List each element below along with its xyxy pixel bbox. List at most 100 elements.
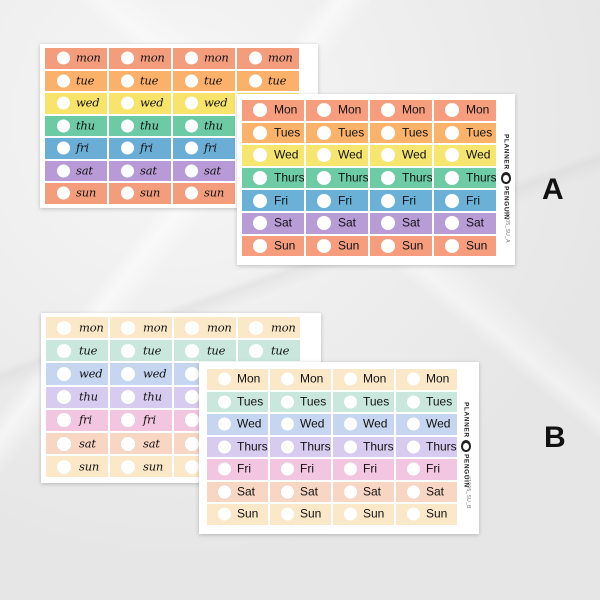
- checkbox-circle-icon: [344, 440, 357, 454]
- checkbox-circle-icon: [445, 103, 459, 118]
- day-sticker: mon: [236, 47, 300, 70]
- checkbox-circle-icon: [249, 51, 262, 65]
- day-label: mon: [207, 320, 232, 335]
- day-label: Fri: [402, 193, 416, 208]
- day-label: Mon: [274, 103, 298, 118]
- checkbox-circle-icon: [249, 343, 263, 358]
- sticker-row: Fri Fri Fri Fri: [206, 458, 458, 481]
- day-label: thu: [79, 389, 98, 404]
- day-sticker: sat: [44, 159, 108, 182]
- day-label: sat: [143, 436, 160, 451]
- checkbox-circle-icon: [407, 417, 420, 431]
- day-sticker: Sat: [332, 480, 395, 503]
- checkbox-circle-icon: [121, 366, 135, 381]
- day-sticker: fri: [172, 137, 236, 160]
- day-label: sun: [143, 459, 164, 474]
- day-label: Fri: [466, 193, 480, 208]
- checkbox-circle-icon: [445, 125, 459, 140]
- penguin-icon: [461, 439, 471, 452]
- day-label: Thurs: [300, 439, 331, 454]
- checkbox-circle-icon: [407, 462, 420, 476]
- checkbox-circle-icon: [218, 507, 231, 521]
- day-sticker: mon: [108, 47, 172, 70]
- day-sticker: mon: [109, 316, 173, 340]
- day-label: Fri: [426, 461, 440, 476]
- day-label: mon: [271, 320, 296, 335]
- checkbox-circle-icon: [317, 171, 331, 186]
- day-label: tue: [268, 73, 287, 88]
- checkbox-circle-icon: [185, 366, 199, 381]
- sticker-row: tue tue tue tue: [45, 339, 301, 363]
- day-label: wed: [143, 366, 167, 381]
- checkbox-circle-icon: [281, 395, 294, 409]
- day-sticker: Fri: [332, 458, 395, 481]
- day-label: thu: [143, 389, 162, 404]
- day-label: wed: [76, 95, 100, 110]
- sticker-row: tue tue tue tue: [44, 69, 300, 92]
- day-sticker: Tues: [305, 121, 369, 145]
- day-label: Tues: [338, 125, 365, 140]
- day-label: Tues: [274, 125, 301, 140]
- checkbox-circle-icon: [249, 320, 263, 335]
- day-label: Sun: [363, 506, 385, 521]
- day-sticker: Fri: [241, 189, 305, 212]
- checkbox-circle-icon: [57, 436, 71, 451]
- day-label: Wed: [300, 416, 325, 431]
- day-label: wed: [79, 366, 103, 381]
- day-label: sun: [76, 185, 97, 200]
- day-sticker: Fri: [269, 458, 332, 481]
- day-label: Wed: [363, 416, 388, 431]
- day-sticker: fri: [44, 137, 108, 160]
- day-sticker: tue: [173, 339, 237, 363]
- day-label: Thurs: [466, 170, 497, 185]
- day-label: thu: [140, 118, 159, 133]
- day-label: wed: [140, 95, 164, 110]
- variant-letter-b: B: [544, 421, 566, 454]
- checkbox-circle-icon: [57, 320, 71, 335]
- day-sticker: Mon: [433, 99, 497, 122]
- sticker-grid: Mon Mon Mon Mon Tues Tues Tues Tues Wed Wed Wed Wed…: [206, 368, 458, 526]
- checkbox-circle-icon: [407, 372, 420, 386]
- checkbox-circle-icon: [344, 485, 357, 499]
- day-label: Sun: [300, 506, 322, 521]
- day-label: Fri: [274, 193, 288, 208]
- brand-mark: PLANNER PENGUIN: [461, 402, 471, 487]
- day-sticker: fri: [109, 408, 173, 432]
- day-label: Mon: [338, 103, 362, 118]
- day-label: mon: [143, 320, 168, 335]
- checkbox-circle-icon: [253, 171, 267, 186]
- sticker-row: Wed Wed Wed Wed: [206, 413, 458, 436]
- day-sticker: Tues: [369, 121, 433, 145]
- day-sticker: Tues: [433, 121, 497, 145]
- day-sticker: Sun: [269, 503, 332, 526]
- day-sticker: Fri: [395, 458, 458, 481]
- day-sticker: Wed: [241, 144, 305, 167]
- day-label: sat: [140, 163, 157, 178]
- variant-letter-a: A: [542, 173, 564, 206]
- day-sticker: Wed: [395, 413, 458, 436]
- checkbox-circle-icon: [445, 238, 459, 253]
- day-label: Fri: [237, 461, 251, 476]
- day-sticker: sun: [109, 455, 173, 479]
- sticker-row: Fri Fri Fri Fri: [241, 189, 497, 212]
- brand-mark: PLANNER PENGUIN: [501, 134, 511, 219]
- brand-name-bottom: PENGUIN: [502, 185, 510, 220]
- checkbox-circle-icon: [253, 148, 267, 163]
- checkbox-circle-icon: [344, 417, 357, 431]
- day-label: Wed: [402, 148, 427, 163]
- checkbox-circle-icon: [121, 436, 135, 451]
- day-label: Wed: [338, 148, 363, 163]
- day-label: Mon: [426, 371, 450, 386]
- day-sticker: Sun: [395, 503, 458, 526]
- checkbox-circle-icon: [185, 51, 198, 65]
- sticker-row: mon mon mon mon: [45, 316, 301, 340]
- day-sticker: thu: [109, 385, 173, 409]
- brand-name-top: PLANNER: [502, 134, 510, 170]
- day-sticker: thu: [172, 114, 236, 137]
- day-label: Sat: [274, 215, 293, 230]
- day-label: Sun: [402, 238, 424, 253]
- day-label: fri: [143, 413, 156, 428]
- day-label: wed: [204, 95, 228, 110]
- day-label: Tues: [426, 394, 453, 409]
- day-sticker: mon: [173, 316, 237, 340]
